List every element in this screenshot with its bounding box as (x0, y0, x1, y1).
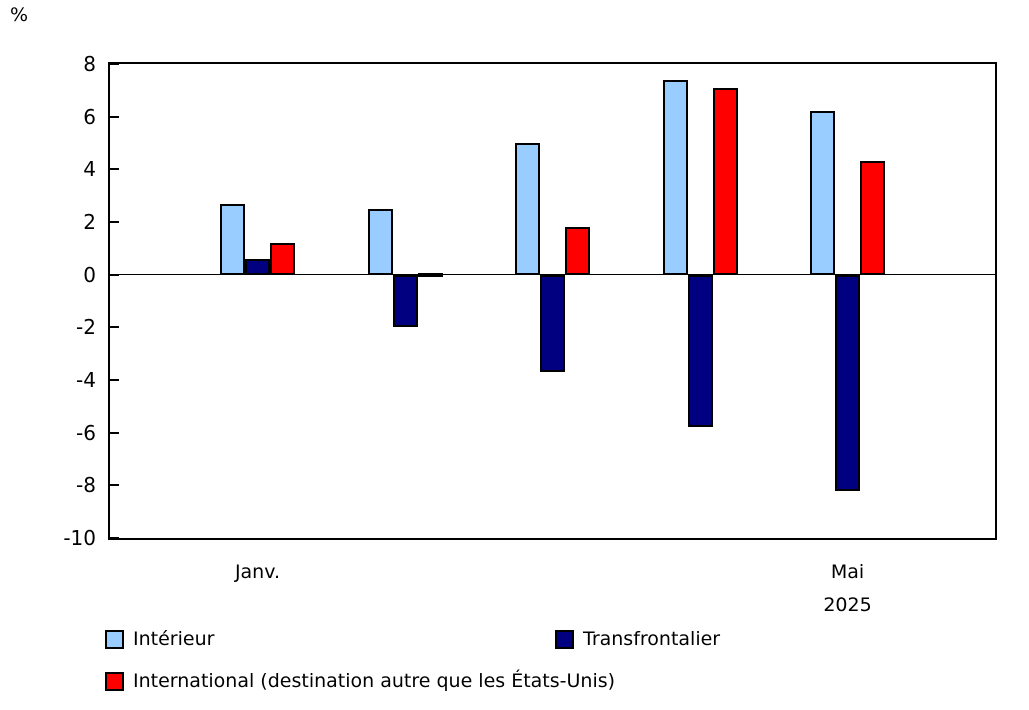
y-tick-mark (110, 431, 119, 434)
bar-series-2-group-1 (418, 272, 443, 277)
y-tick-label: 4 (83, 157, 96, 182)
bar-series-1-group-0 (245, 258, 270, 275)
legend-item-series-1: Transfrontalier (555, 628, 720, 650)
bar-series-0-group-3 (663, 79, 688, 275)
x-tick-label-line: Mai (830, 561, 865, 583)
bar-series-1-group-2 (540, 274, 565, 373)
x-tick-label-line: 2025 (823, 594, 872, 616)
y-tick-label: -4 (76, 368, 96, 392)
y-tick-label: 0 (83, 262, 96, 287)
y-tick-label: 6 (83, 104, 96, 129)
legend-swatch-icon (105, 629, 124, 649)
y-tick-label: -8 (76, 473, 96, 498)
plot-area (108, 62, 997, 540)
bar-series-1-group-4 (835, 274, 860, 491)
y-tick-label: -2 (76, 315, 96, 340)
y-tick-mark (110, 115, 119, 118)
bar-series-1-group-3 (688, 274, 713, 428)
y-axis-unit-label: % (10, 4, 29, 26)
bar-series-0-group-0 (220, 203, 245, 275)
legend-item-series-0: Intérieur (105, 628, 214, 650)
bar-series-2-group-4 (860, 161, 885, 275)
legend-swatch-icon (555, 629, 574, 649)
x-tick-label: Mai 2025 (748, 556, 948, 622)
y-tick-mark (110, 63, 119, 65)
y-tick-mark (110, 326, 119, 329)
x-tick-label-line: Janv. (234, 561, 281, 583)
x-tick-label: Janv. (158, 556, 358, 589)
y-tick-label: -6 (76, 420, 96, 445)
legend-swatch-icon (105, 671, 124, 691)
y-tick-mark (110, 273, 119, 276)
legend-label: Transfrontalier (583, 628, 721, 650)
y-tick-mark (110, 168, 119, 171)
y-tick-mark (110, 537, 119, 539)
bar-series-2-group-3 (713, 87, 738, 275)
bar-series-0-group-4 (810, 111, 835, 275)
bar-series-1-group-1 (393, 274, 418, 328)
bar-series-2-group-0 (270, 243, 295, 275)
y-tick-mark (110, 221, 119, 223)
y-tick-mark (110, 484, 119, 487)
y-tick-label: -10 (63, 526, 96, 550)
y-tick-mark (110, 379, 119, 381)
bar-series-0-group-1 (368, 208, 393, 275)
legend-label: International (destination autre que les… (133, 670, 616, 692)
y-tick-label: 2 (83, 210, 96, 234)
legend-label: Intérieur (133, 628, 215, 650)
y-tick-label: 8 (83, 52, 96, 76)
legend-item-series-2: International (destination autre que les… (105, 670, 615, 692)
bar-series-0-group-2 (515, 143, 540, 275)
bar-series-2-group-2 (565, 227, 590, 275)
